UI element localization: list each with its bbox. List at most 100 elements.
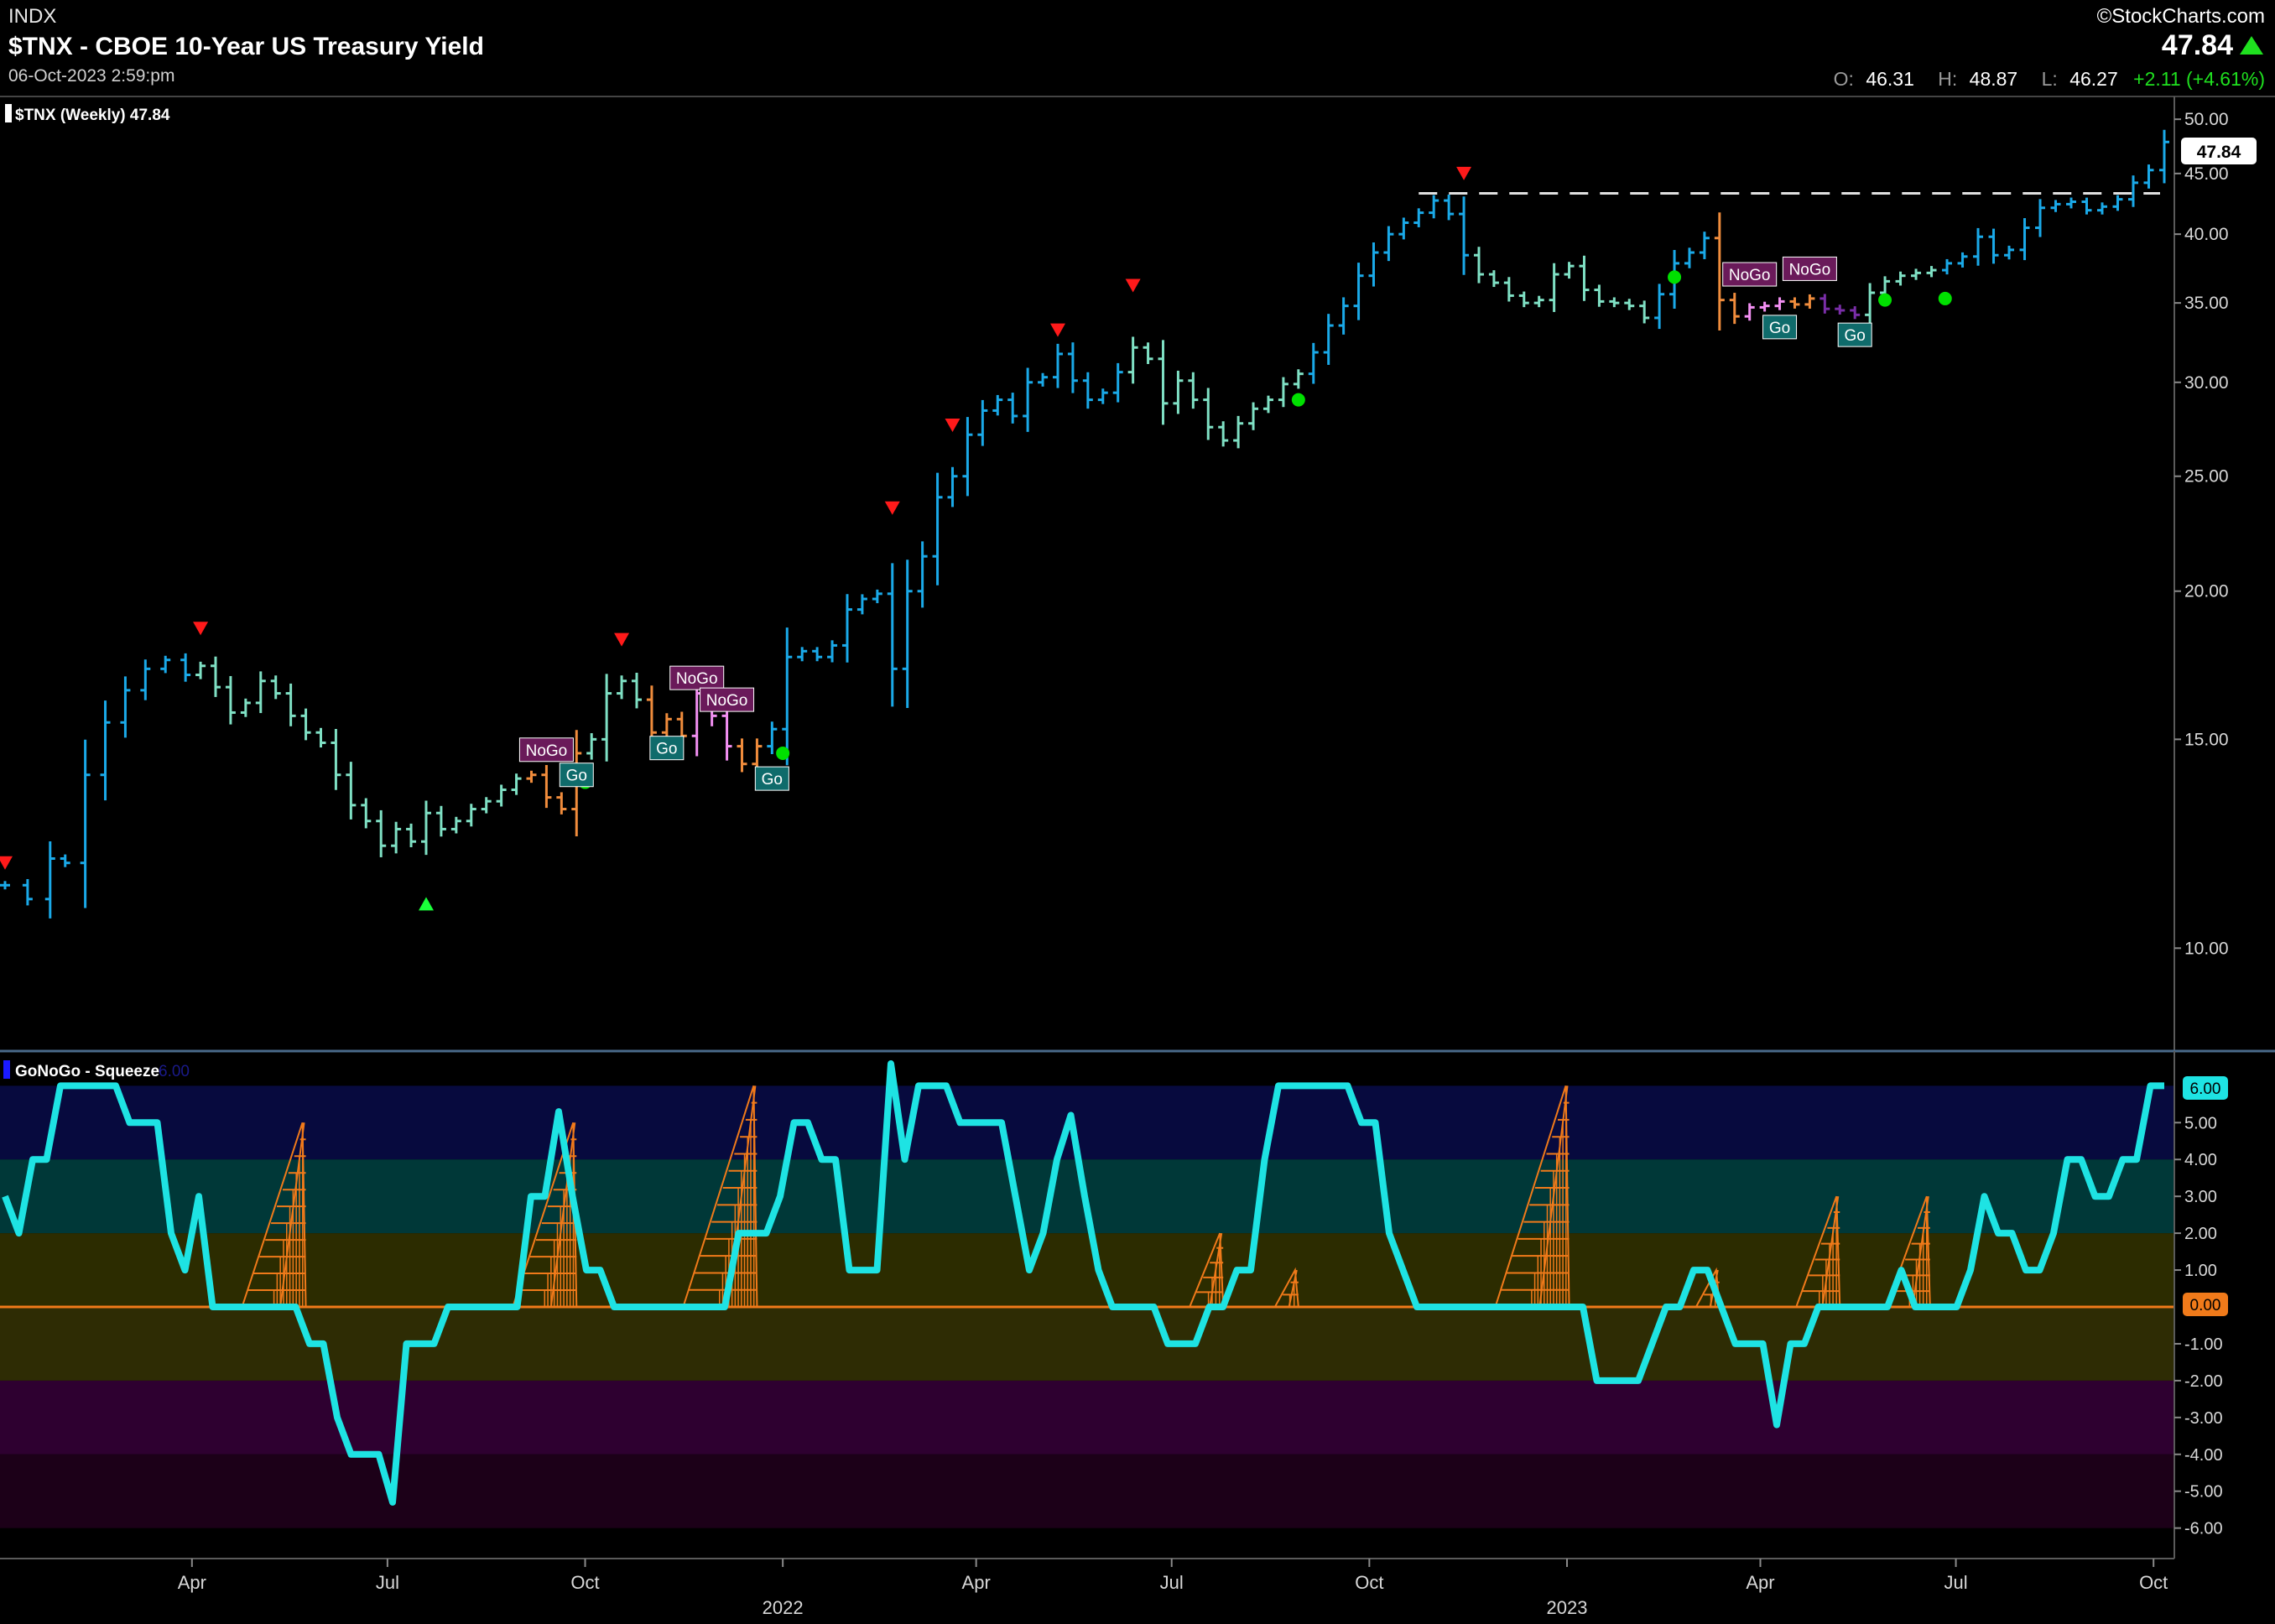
high-value: 48.87: [1970, 68, 2018, 90]
osc-tick-label: -2.00: [2184, 1372, 2223, 1391]
price-tick-label: 25.00: [2184, 467, 2229, 487]
price-bar: [1338, 297, 1349, 335]
price-bar: [1850, 306, 1861, 320]
trend-dot: [1878, 293, 1892, 307]
ohlc-readout: O: 46.31 H: 48.87 L: 46.27 +2.11 (+4.61%…: [1834, 68, 2265, 90]
price-bar: [1579, 255, 1590, 301]
price-bar: [947, 466, 958, 508]
price-tick-label: 10.00: [2184, 939, 2229, 958]
price-bar: [391, 821, 402, 854]
open-value: 46.31: [1866, 68, 1914, 90]
chart-title: $TNX - CBOE 10-Year US Treasury Yield: [8, 33, 484, 60]
price-bar: [255, 671, 266, 714]
trend-dot: [1668, 270, 1682, 284]
squeeze-grid: [1494, 1085, 1570, 1308]
price-bar: [1429, 195, 1439, 219]
price-bar: [872, 589, 882, 604]
buy-signal-triangle: [418, 897, 434, 911]
price-bar: [2143, 164, 2154, 189]
price-tick-label: 50.00: [2184, 110, 2229, 129]
osc-tick-label: 3.00: [2184, 1188, 2217, 1206]
price-tick-label: 15.00: [2184, 730, 2229, 749]
price-bar: [1804, 294, 1815, 309]
price-bar: [1759, 301, 1770, 312]
osc-tick-label: -6.00: [2184, 1520, 2223, 1538]
x-tick-label: Apr: [1746, 1572, 1774, 1593]
osc-tick-label: -3.00: [2184, 1409, 2223, 1428]
trend-dot: [1291, 393, 1305, 407]
price-bar: [450, 816, 461, 834]
x-tick-label: Oct: [570, 1572, 599, 1593]
price-legend: $TNX (Weekly) 47.84: [15, 107, 170, 124]
current-price-badge: 47.84: [2181, 138, 2257, 164]
price-bar: [160, 655, 171, 674]
price-bar: [1518, 291, 1529, 308]
price-bar: [1398, 217, 1409, 240]
price-tick-label: 30.00: [2184, 373, 2229, 393]
price-bar: [1835, 304, 1846, 315]
price-bar: [44, 841, 55, 919]
price-bar: [1233, 415, 1244, 449]
price-bar: [1473, 247, 1484, 284]
price-bar: [1744, 303, 1755, 321]
price-bar: [406, 823, 417, 847]
price-bar: [977, 399, 988, 446]
sell-signal-triangle: [1125, 278, 1141, 293]
oscillator-band: [0, 1454, 2174, 1528]
price-bar: [225, 675, 236, 725]
x-axis-ticks: Apr Jul Oct 2022 Apr Jul Oct 2023 Apr Jul Oct: [178, 1559, 2168, 1618]
price-bar: [1624, 299, 1635, 310]
price-bar: [60, 854, 70, 867]
price-bar: [541, 764, 552, 809]
price-bar: [346, 762, 357, 820]
price-bar: [721, 702, 732, 761]
price-bar: [841, 594, 852, 663]
price-bar: [1533, 295, 1544, 308]
go-label: Go: [559, 763, 594, 788]
price-bar: [1262, 395, 1273, 414]
price-bar: [1368, 242, 1379, 287]
brand-label[interactable]: ©StockCharts.com: [2097, 5, 2265, 28]
price-bar: [285, 683, 296, 726]
low-label: L:: [2042, 68, 2058, 90]
price-bar: [1639, 300, 1650, 324]
price-bar: [22, 878, 33, 906]
legend-swatch: [5, 104, 12, 122]
price-bar: [210, 656, 221, 697]
go-label-text: Go: [762, 771, 783, 789]
price-bar: [1038, 372, 1049, 387]
nogo-label: NoGo: [1782, 256, 1837, 281]
price-bar: [1714, 212, 1725, 331]
osc-tick-label: -1.00: [2184, 1335, 2223, 1354]
go-label: Go: [649, 736, 685, 761]
price-bar: [962, 417, 973, 497]
osc-tick-label: 2.00: [2184, 1225, 2217, 1243]
osc-legend-suffix: 6.00: [159, 1063, 190, 1080]
price-bar: [932, 472, 943, 586]
price-bar: [917, 541, 928, 608]
price-bar: [195, 661, 206, 679]
price-bar: [812, 647, 823, 662]
price-bar: [420, 800, 431, 856]
nogo-label-text: NoGo: [1789, 261, 1831, 278]
price-bar: [526, 770, 537, 783]
price-bar: [1308, 342, 1319, 384]
price-bar: [481, 797, 492, 814]
price-bar: [887, 563, 898, 707]
squeeze-grid: [1795, 1195, 1841, 1308]
price-bar: [1127, 336, 1138, 384]
price-axis: 50.00 45.00 40.00 35.00 30.00 25.00 20.00 15.00…: [2174, 110, 2229, 958]
up-arrow-icon: [2240, 36, 2263, 55]
price-panel: NoGo Go Go NoGo NoGo Go NoGo NoGo Go Go 50.00 45.0…: [0, 96, 2275, 1050]
price-bar: [617, 675, 627, 700]
current-price-badge-text: 47.84: [2197, 143, 2241, 162]
price-bar: [1097, 388, 1108, 404]
price-bar: [1112, 362, 1123, 403]
price-bar: [1143, 342, 1153, 364]
price-bar: [1774, 297, 1785, 310]
sell-signal-triangle: [193, 622, 209, 636]
price-bar: [2066, 197, 2077, 209]
price-bar: [2112, 195, 2123, 211]
oscillator-bands: [0, 1085, 2174, 1528]
price-tick-label: 40.00: [2184, 225, 2229, 244]
